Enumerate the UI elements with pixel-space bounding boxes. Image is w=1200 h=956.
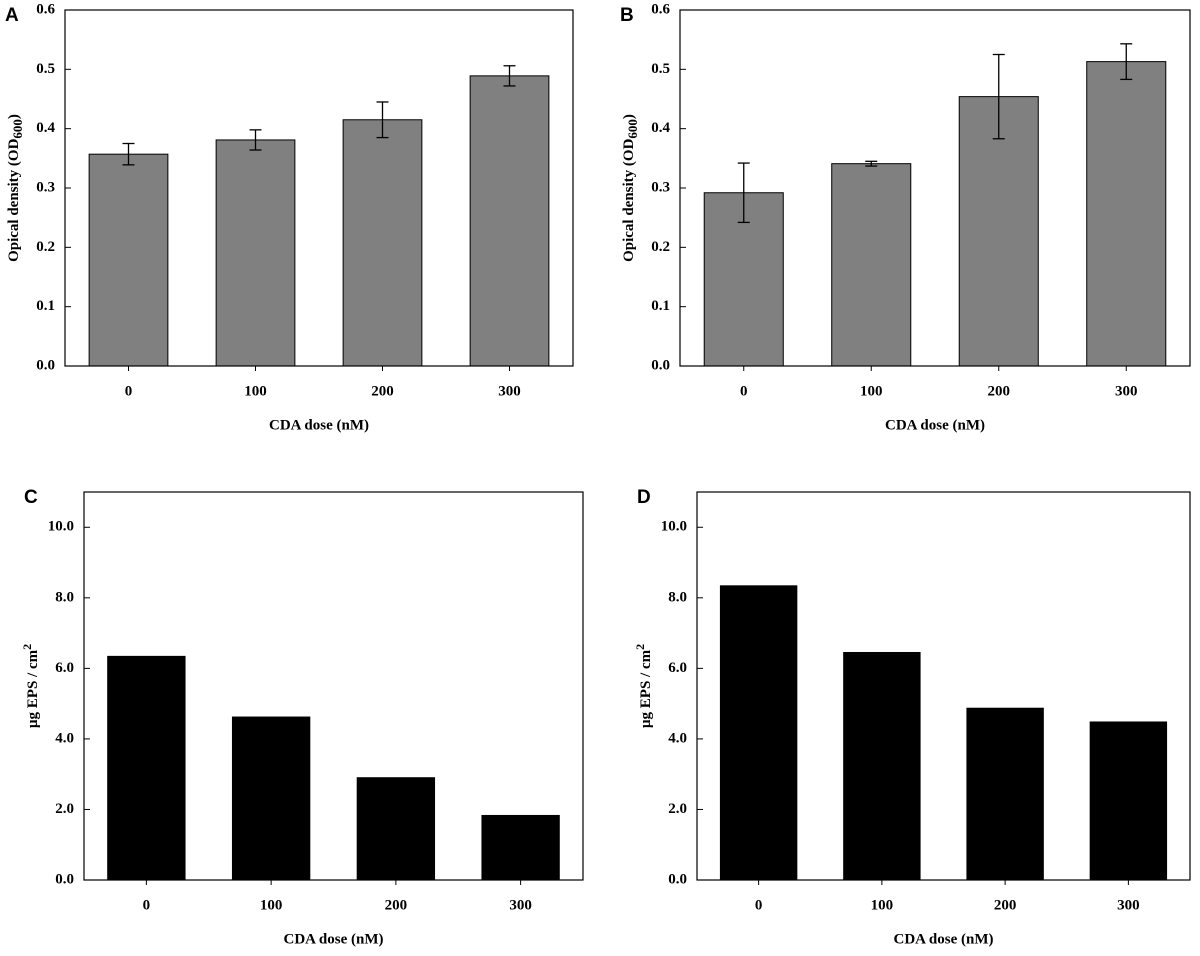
y-tick-label: 0.1 [651, 298, 670, 314]
y-axis-title-sup: 2 [633, 644, 647, 650]
bar [958, 96, 1039, 367]
bar [481, 814, 560, 881]
y-axis-title-text: µg EPS / cm [638, 649, 654, 728]
plot-frame [64, 9, 574, 367]
bar [469, 75, 550, 367]
y-axis-title: Opical density (OD600) [621, 114, 640, 262]
y-tick-label: 6.0 [668, 660, 687, 676]
x-tick-label: 100 [871, 897, 894, 913]
error-bar [122, 142, 135, 166]
y-tick-label: 8.0 [668, 589, 687, 605]
y-axis-title-text: Opical density (OD [621, 138, 637, 262]
x-tick-label: 100 [260, 897, 283, 913]
y-tick-label: 0.4 [36, 120, 55, 136]
y-tick-label: 10.0 [48, 519, 74, 535]
x-axis-title: CDA dose (nM) [269, 417, 369, 433]
error-bar [865, 160, 878, 167]
y-tick-label: 4.0 [668, 730, 687, 746]
panel-label: B [620, 5, 634, 26]
bar [215, 139, 296, 367]
panel-label: A [5, 5, 19, 26]
x-tick-label: 200 [994, 897, 1017, 913]
plot-frame [83, 491, 584, 881]
panel-label: D [637, 487, 651, 508]
x-tick-label: 0 [143, 897, 151, 913]
bar [342, 119, 423, 367]
y-tick-label: 0.1 [36, 298, 55, 314]
y-tick-label: 8.0 [55, 589, 74, 605]
y-axis-title: Opical density (OD600) [6, 114, 25, 262]
x-tick-label: 200 [371, 383, 394, 399]
y-tick-label: 4.0 [55, 730, 74, 746]
bar [1089, 721, 1168, 881]
y-axis-title-sub: 600 [10, 119, 25, 139]
y-tick-label: 2.0 [55, 801, 74, 817]
panel-label: C [24, 487, 38, 508]
x-tick-label: 200 [988, 383, 1011, 399]
x-axis-title: CDA dose (nM) [885, 417, 985, 433]
x-axis-title: CDA dose (nM) [284, 931, 384, 947]
y-axis-title-tail: ) [6, 114, 22, 119]
error-bar [992, 53, 1005, 140]
y-tick-label: 0.5 [651, 61, 670, 77]
x-tick-label: 100 [244, 383, 267, 399]
x-tick-label: 100 [860, 383, 883, 399]
error-bar [737, 162, 750, 224]
y-tick-label: 0.6 [36, 1, 55, 17]
x-tick-label: 300 [509, 897, 532, 913]
y-tick-label: 2.0 [668, 801, 687, 817]
error-bar [1120, 43, 1133, 81]
y-axis-title-sup: 2 [20, 644, 34, 650]
error-bar [249, 129, 262, 151]
x-tick-label: 0 [740, 383, 748, 399]
bar [107, 655, 186, 881]
y-tick-label: 0.0 [668, 871, 687, 887]
y-axis-title: µg EPS / cm2 [20, 644, 42, 728]
y-tick-label: 0.3 [36, 179, 55, 195]
y-tick-label: 0.6 [651, 1, 670, 17]
bar [966, 707, 1044, 881]
y-axis-title: µg EPS / cm2 [633, 644, 655, 728]
y-axis-title-text: µg EPS / cm [25, 649, 41, 728]
bar [231, 716, 311, 881]
y-tick-label: 6.0 [55, 660, 74, 676]
x-tick-label: 200 [385, 897, 408, 913]
y-tick-label: 0.3 [651, 179, 670, 195]
x-tick-label: 0 [755, 897, 763, 913]
bar [1086, 61, 1167, 367]
y-tick-label: 0.5 [36, 61, 55, 77]
y-axis-title-sub: 600 [625, 119, 640, 139]
bar [831, 163, 912, 367]
x-tick-label: 0 [125, 383, 133, 399]
y-tick-label: 0.0 [55, 871, 74, 887]
y-tick-label: 0.2 [651, 239, 670, 255]
y-axis-title-tail: ) [621, 114, 637, 119]
plot-frame [679, 9, 1191, 367]
y-tick-label: 0.0 [651, 357, 670, 373]
y-axis-title-text: Opical density (OD [6, 138, 22, 262]
y-tick-label: 10.0 [661, 519, 687, 535]
plot-frame [696, 491, 1191, 881]
x-axis-title: CDA dose (nM) [894, 931, 994, 947]
bar [356, 777, 436, 881]
x-tick-label: 300 [1117, 897, 1140, 913]
y-tick-label: 0.4 [651, 120, 670, 136]
y-tick-label: 0.2 [36, 239, 55, 255]
bar [88, 153, 169, 367]
error-bar [376, 101, 389, 139]
x-tick-label: 300 [498, 383, 521, 399]
bar [719, 585, 798, 881]
bar [843, 651, 921, 881]
error-bar [503, 65, 516, 87]
x-tick-label: 300 [1115, 383, 1138, 399]
y-tick-label: 0.0 [36, 357, 55, 373]
